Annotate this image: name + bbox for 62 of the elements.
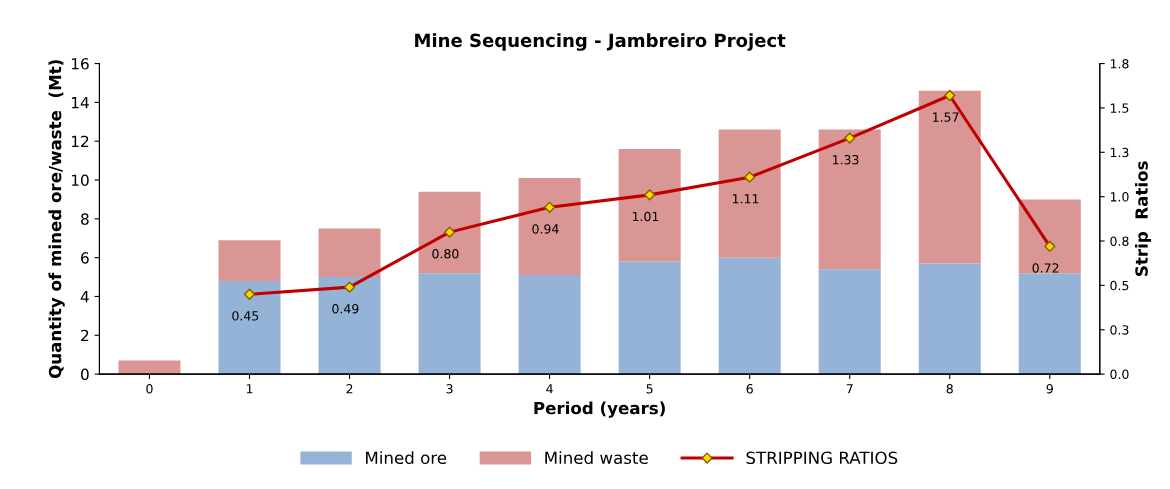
bar <box>218 240 281 281</box>
data-label: 0.80 <box>432 249 459 259</box>
y2-tick-label: 1.3 <box>1110 147 1129 158</box>
bar <box>518 275 581 375</box>
data-label: 0.94 <box>532 224 559 234</box>
bar <box>418 273 481 375</box>
data-label: 1.33 <box>833 154 859 165</box>
bar <box>318 228 381 278</box>
y-tick-label: 0 <box>81 368 89 381</box>
x-tick-label: 2 <box>346 384 353 394</box>
x-tick-label: 9 <box>1046 384 1053 394</box>
bar <box>718 129 781 258</box>
y-tick-label: 16 <box>71 58 89 70</box>
x-axis-title: Period (years) <box>534 401 665 418</box>
bar <box>418 191 481 274</box>
bar <box>318 277 381 375</box>
y2-axis-title: Strip Ratios <box>1134 161 1152 276</box>
bar <box>1018 199 1081 274</box>
y2-tick-label: 1.5 <box>1110 103 1129 113</box>
data-label: 0.49 <box>332 304 359 314</box>
y-tick-label: 4 <box>80 291 89 303</box>
bar <box>218 280 281 375</box>
x-tick-label: 8 <box>946 384 953 394</box>
legend-label: STRIPPING RATIOS <box>746 451 898 465</box>
x-tick-label: 0 <box>146 384 153 394</box>
bar <box>618 261 681 375</box>
legend-label: Mined waste <box>545 451 648 465</box>
y-axis-title: Quantity of mined ore/waste (Mt) <box>48 60 65 379</box>
y2-tick-label: 0.5 <box>1110 280 1129 291</box>
data-label: 0.72 <box>1032 263 1059 273</box>
y-tick-label: 8 <box>81 213 89 225</box>
y2-tick-label: 1.8 <box>1110 59 1129 69</box>
bar <box>918 263 981 375</box>
x-tick-label: 7 <box>846 384 853 394</box>
y-tick-label: 2 <box>81 329 89 342</box>
y-tick-label: 14 <box>71 97 89 109</box>
bar <box>518 178 581 276</box>
y2-tick-label: 0.8 <box>1110 236 1129 246</box>
bar <box>718 257 781 375</box>
data-label: 0.45 <box>232 311 259 321</box>
bar <box>818 269 881 375</box>
bar <box>918 90 981 264</box>
x-tick-label: 3 <box>446 384 453 394</box>
bar <box>818 129 881 270</box>
data-label: 1.11 <box>732 194 759 204</box>
y-tick-label: 6 <box>81 252 89 264</box>
y2-tick-label: 0.0 <box>1110 369 1129 380</box>
data-label: 1.57 <box>933 112 959 122</box>
legend-label: Mined ore <box>366 451 447 465</box>
x-tick-label: 6 <box>746 384 753 394</box>
chart-title: Mine Sequencing - Jambreiro Project <box>415 33 786 51</box>
x-tick-label: 5 <box>646 384 653 394</box>
x-tick-label: 4 <box>546 384 553 394</box>
y-tick-label: 12 <box>71 135 89 147</box>
y2-tick-label: 1.0 <box>1110 192 1129 202</box>
bar <box>118 360 181 375</box>
bar <box>618 148 681 262</box>
data-label: 1.01 <box>632 211 659 222</box>
y-tick-label: 10 <box>71 174 89 187</box>
x-tick-label: 1 <box>246 384 253 394</box>
y2-tick-label: 0.3 <box>1110 325 1129 335</box>
bar <box>1018 273 1081 375</box>
